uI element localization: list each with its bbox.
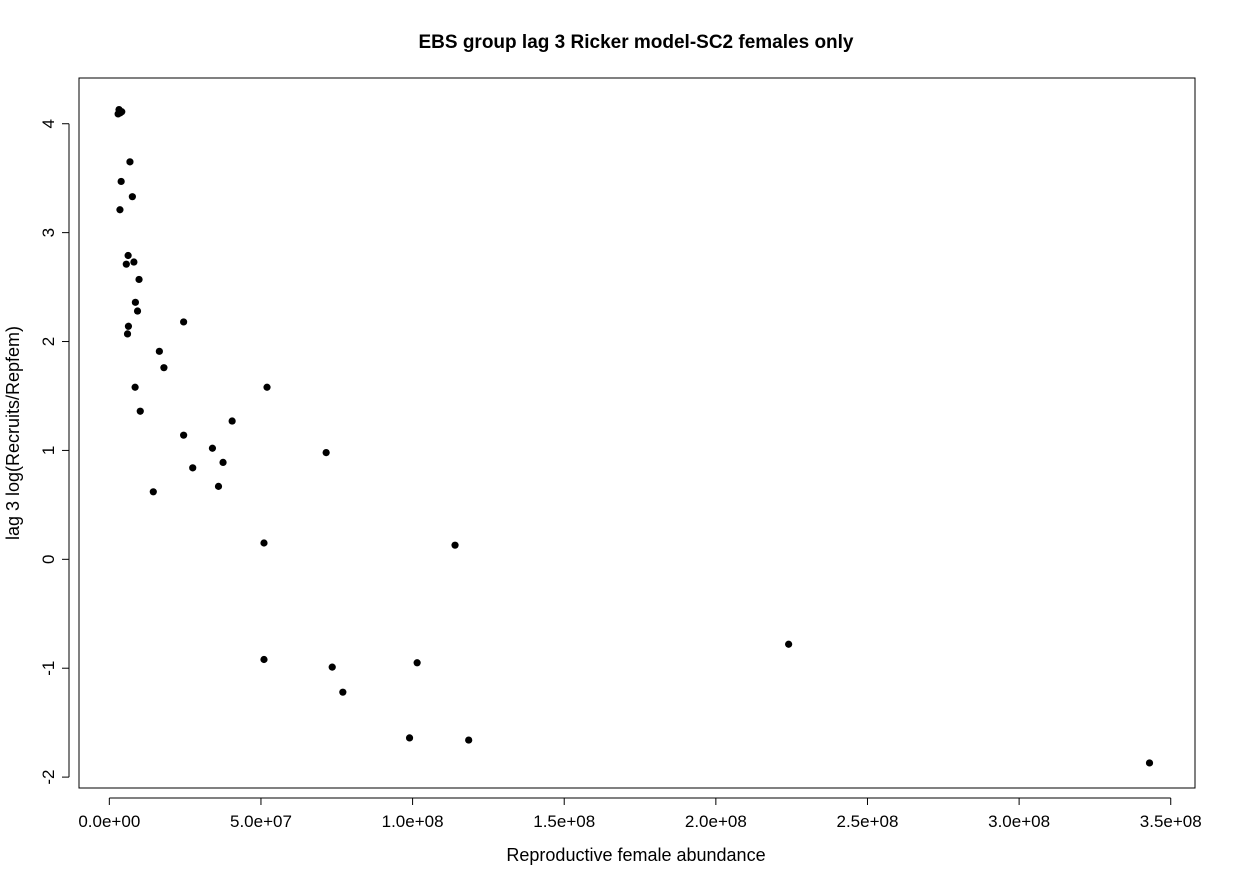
data-point — [124, 322, 133, 330]
y-tick-label: 2 — [39, 337, 58, 346]
y-tick-label: 3 — [39, 228, 58, 237]
plot-frame — [78, 77, 1196, 789]
data-point — [1145, 759, 1154, 767]
y-tick-label: 1 — [39, 446, 58, 455]
y-axis-label: lag 3 log(Recruits/Repfem) — [3, 326, 23, 540]
data-point — [124, 251, 132, 260]
data-point — [180, 431, 188, 439]
data-point — [131, 298, 140, 306]
data-point — [451, 541, 459, 549]
data-point — [118, 108, 126, 116]
x-tick-label: 5.0e+07 — [230, 812, 292, 831]
data-point — [260, 539, 268, 547]
data-point — [116, 206, 124, 214]
data-point — [135, 275, 143, 284]
x-axis-label: Reproductive female abundance — [506, 845, 765, 865]
x-tick-label: 1.5e+08 — [533, 812, 595, 831]
data-point — [126, 158, 134, 166]
data-point — [208, 444, 217, 452]
x-tick-label: 2.5e+08 — [837, 812, 899, 831]
x-tick-label: 3.5e+08 — [1140, 812, 1202, 831]
data-point — [160, 364, 168, 372]
data-point — [122, 260, 130, 268]
data-point — [123, 330, 132, 338]
x-tick-label: 0.0e+00 — [78, 812, 140, 831]
y-tick-label: -1 — [39, 661, 58, 676]
data-point — [180, 318, 188, 326]
data-point — [405, 734, 414, 742]
x-tick-label: 1.0e+08 — [382, 812, 444, 831]
data-point — [128, 193, 136, 201]
chart-title: EBS group lag 3 Ricker model-SC2 females… — [418, 32, 853, 53]
x-tick-label: 2.0e+08 — [685, 812, 747, 831]
data-point — [465, 736, 473, 744]
data-point — [413, 659, 421, 667]
x-tick-label: 3.0e+08 — [988, 812, 1050, 831]
data-point — [219, 458, 227, 467]
data-point — [322, 449, 330, 457]
data-point — [136, 407, 144, 415]
data-point — [260, 655, 268, 664]
data-point — [117, 177, 125, 186]
y-axis: -2 -1 0 1 2 3 4 — [39, 119, 70, 785]
data-point — [149, 488, 157, 496]
data-point — [130, 258, 138, 266]
x-axis: 0.0e+00 5.0e+07 1.0e+08 1.5e+08 2.0e+08 2.5e+… — [78, 797, 1202, 831]
data-point — [214, 482, 223, 490]
data-point — [133, 307, 142, 315]
data-point — [131, 383, 139, 391]
y-tick-label: 0 — [39, 555, 58, 564]
data-point — [155, 347, 163, 355]
y-tick-label: 4 — [39, 119, 58, 128]
data-point — [328, 663, 336, 671]
data-point — [189, 464, 197, 472]
data-point — [228, 417, 236, 425]
data-point — [263, 383, 271, 391]
data-point — [785, 640, 793, 648]
data-point — [339, 688, 347, 696]
y-tick-label: -2 — [39, 770, 58, 785]
data-points — [114, 105, 1154, 767]
